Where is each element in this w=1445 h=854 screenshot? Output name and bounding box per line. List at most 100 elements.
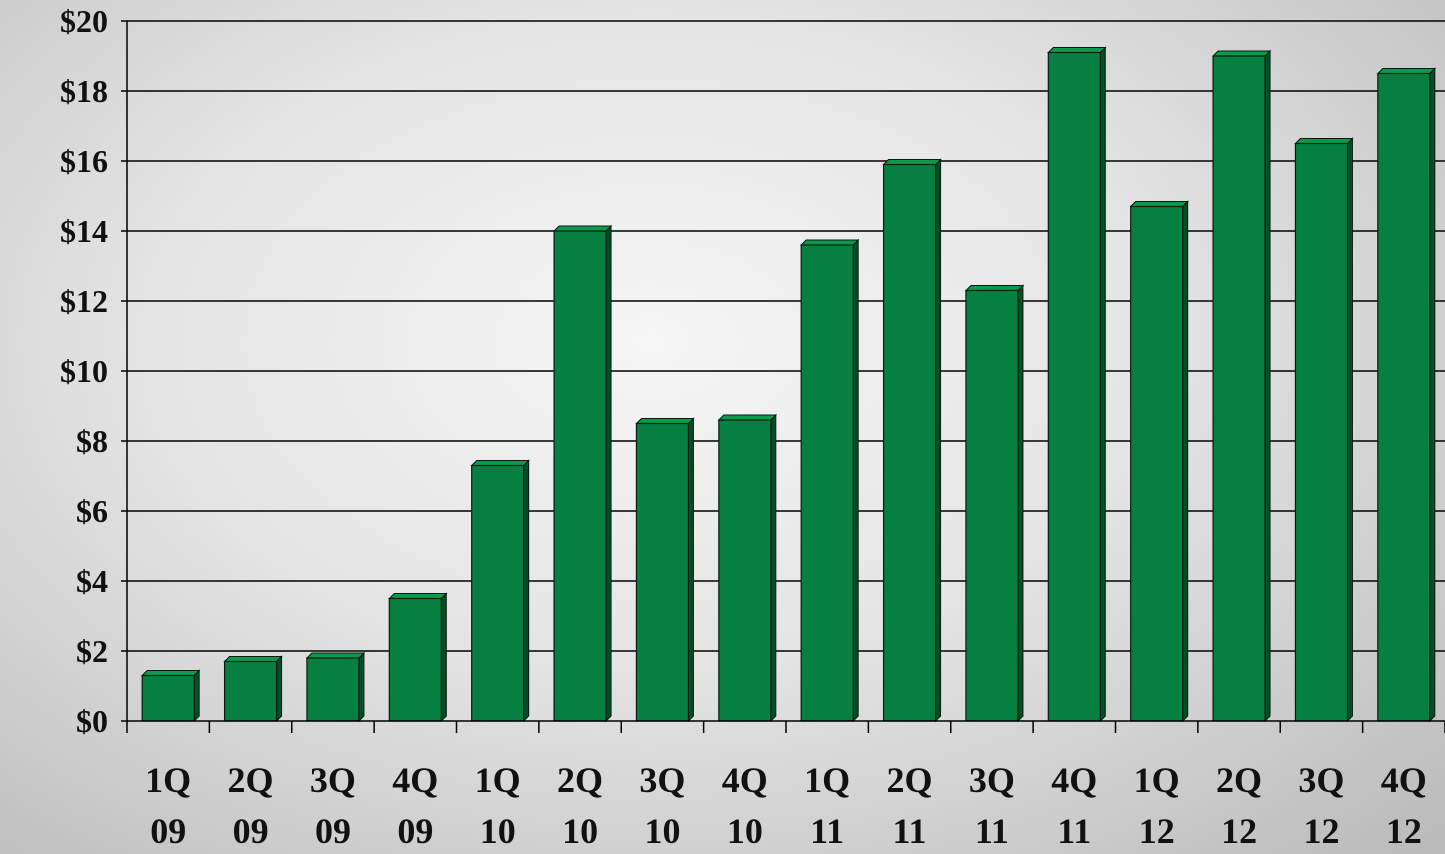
bar-front: [1130, 205, 1184, 722]
gridlines: [127, 20, 1445, 652]
y-tick-label: $6: [76, 493, 108, 529]
y-tick-label: $10: [60, 353, 108, 389]
bar: [470, 459, 530, 723]
bar-front: [1047, 51, 1101, 722]
bar-front: [553, 230, 607, 722]
x-tick-label-year: 11: [810, 811, 844, 851]
y-axis-tick-labels: $0 $2 $4 $6 $8 $10 $12 $14 $16 $18 $20: [60, 3, 108, 739]
bar: [799, 238, 860, 723]
bar-front: [1377, 72, 1431, 722]
bar: [1047, 46, 1107, 723]
bars: [140, 46, 1437, 723]
bar-front: [800, 244, 854, 722]
x-tick-label-quarter: 3Q: [310, 760, 356, 800]
bar: [635, 417, 695, 723]
x-tick-label-year: 11: [893, 811, 927, 851]
bar-side: [276, 655, 283, 723]
y-tick-label: $12: [60, 283, 108, 319]
x-tick-label-quarter: 3Q: [969, 760, 1015, 800]
bar-side: [1264, 49, 1271, 723]
bar-side: [1099, 46, 1106, 723]
y-tick-label: $20: [60, 3, 108, 39]
x-tick-label-quarter: 4Q: [1381, 760, 1427, 800]
y-tick-label: $4: [76, 563, 108, 599]
bar-side: [1346, 137, 1353, 723]
x-tick-label-year: 11: [1057, 811, 1091, 851]
bar: [1129, 200, 1189, 723]
bar-front: [471, 464, 525, 722]
bar: [388, 592, 448, 723]
bar-side: [852, 238, 859, 723]
bar-top: [717, 414, 778, 421]
x-tick-label-quarter: 1Q: [145, 760, 191, 800]
bar-side: [523, 459, 530, 723]
y-tick-label: $14: [60, 213, 108, 249]
bar-top: [1376, 68, 1437, 74]
bar-top: [799, 239, 860, 246]
bar-front: [1294, 142, 1349, 722]
bar-top: [635, 418, 695, 424]
x-tick-label-year: 09: [397, 811, 433, 851]
x-tick-label-quarter: 4Q: [722, 760, 768, 800]
bar-top: [140, 670, 201, 676]
bar-top: [882, 159, 942, 165]
bar: [717, 413, 778, 723]
bar-top: [223, 656, 283, 662]
bar: [964, 284, 1025, 723]
x-tick-label-year: 10: [562, 811, 598, 851]
x-tick-label-year: 09: [150, 811, 186, 851]
bar-front: [718, 419, 772, 722]
bar-top: [1129, 201, 1189, 207]
bar-side: [1429, 67, 1436, 723]
bar-front: [306, 657, 360, 722]
y-tick-label: $2: [76, 633, 108, 669]
x-tick-label-year: 12: [1139, 811, 1175, 851]
x-tick-label-year: 11: [975, 811, 1009, 851]
bar-front: [223, 660, 278, 722]
y-tick-label: $16: [60, 143, 108, 179]
x-tick-label-quarter: 2Q: [887, 760, 933, 800]
bar-front: [965, 289, 1019, 722]
bar-top: [388, 593, 448, 599]
bar: [223, 655, 283, 723]
bar-side: [193, 669, 200, 723]
bar: [882, 158, 942, 723]
y-tick-label: $8: [76, 423, 108, 459]
x-axis-tick-labels: 1Q 09 2Q 09 3Q 09 4Q 09 1Q 10 2Q 10 3Q 10 4Q 10 1Q 11 2Q 11…: [145, 760, 1427, 851]
x-tick-label-quarter: 1Q: [804, 760, 850, 800]
x-tick-label-quarter: 1Q: [475, 760, 521, 800]
bar-side: [687, 417, 694, 723]
bar: [1211, 49, 1272, 723]
x-tick-label-year: 10: [727, 811, 763, 851]
x-tick-label-quarter: 1Q: [1134, 760, 1180, 800]
x-tick-label-quarter: 3Q: [639, 760, 685, 800]
bar-front: [388, 597, 442, 722]
bar-top: [964, 285, 1025, 291]
x-tick-label-quarter: 4Q: [1051, 760, 1097, 800]
x-tick-label-quarter: 2Q: [557, 760, 603, 800]
bar-top: [470, 460, 530, 466]
x-tick-label-year: 12: [1386, 811, 1422, 851]
x-tick-label-quarter: 4Q: [392, 760, 438, 800]
bar-side: [1182, 200, 1189, 723]
bar-top: [1047, 47, 1107, 53]
bar-side: [358, 651, 365, 723]
x-tick-label-year: 10: [644, 811, 680, 851]
bar-side: [1017, 284, 1024, 723]
bar: [1376, 67, 1437, 723]
x-tick-label-year: 09: [315, 811, 351, 851]
bar-top: [305, 652, 366, 659]
x-tick-label-year: 12: [1221, 811, 1257, 851]
bar-side: [935, 158, 942, 723]
x-tick-label-quarter: 2Q: [228, 760, 274, 800]
bar: [140, 669, 201, 723]
bar-front: [635, 422, 690, 722]
y-tick-label: $18: [60, 73, 108, 109]
x-tick-label-quarter: 2Q: [1216, 760, 1262, 800]
bar-front: [1212, 55, 1266, 722]
bar-front: [882, 163, 937, 722]
bar-side: [770, 413, 777, 723]
bar-front: [141, 674, 195, 722]
x-tick-label-year: 10: [480, 811, 516, 851]
